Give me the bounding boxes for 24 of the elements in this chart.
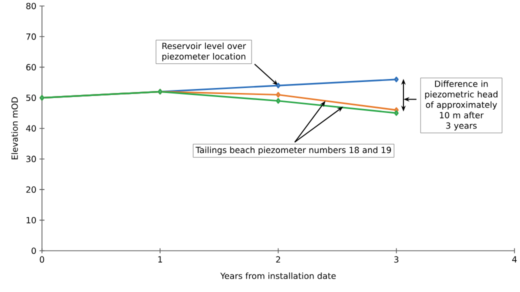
- annotation: Tailings beach piezometer numbers 18 and 19: [196, 146, 391, 155]
- x-tick-label: 0: [40, 256, 44, 263]
- y-tick-label: 30: [26, 156, 36, 162]
- point: [276, 98, 281, 104]
- point: [394, 110, 399, 116]
- point: [394, 76, 399, 82]
- x-tick-label: 4: [512, 256, 517, 263]
- y-axis-title: Elevation mOD: [11, 97, 18, 160]
- point: [276, 82, 281, 88]
- annotation: Reservoir level over piezometer location: [162, 42, 246, 62]
- annotation: Difference in piezometric head of approximately 10 m after 3 years: [425, 80, 498, 131]
- point: [276, 92, 281, 98]
- y-tick-label: 0: [32, 248, 36, 254]
- x-tick-label: 3: [394, 256, 398, 263]
- x-tick-label: 2: [276, 256, 280, 263]
- y-tick-label: 10: [26, 217, 36, 224]
- y-tick-label: 40: [26, 125, 36, 132]
- x-axis-title: Years from installation date: [220, 272, 336, 280]
- y-tick-label: 50: [26, 94, 36, 102]
- y-tick-label: 20: [26, 186, 36, 193]
- x-tick-label: 1: [158, 256, 162, 263]
- y-tick-label: 60: [26, 64, 36, 71]
- y-tick-label: 70: [26, 34, 36, 40]
- y-tick-label: 80: [26, 2, 36, 10]
